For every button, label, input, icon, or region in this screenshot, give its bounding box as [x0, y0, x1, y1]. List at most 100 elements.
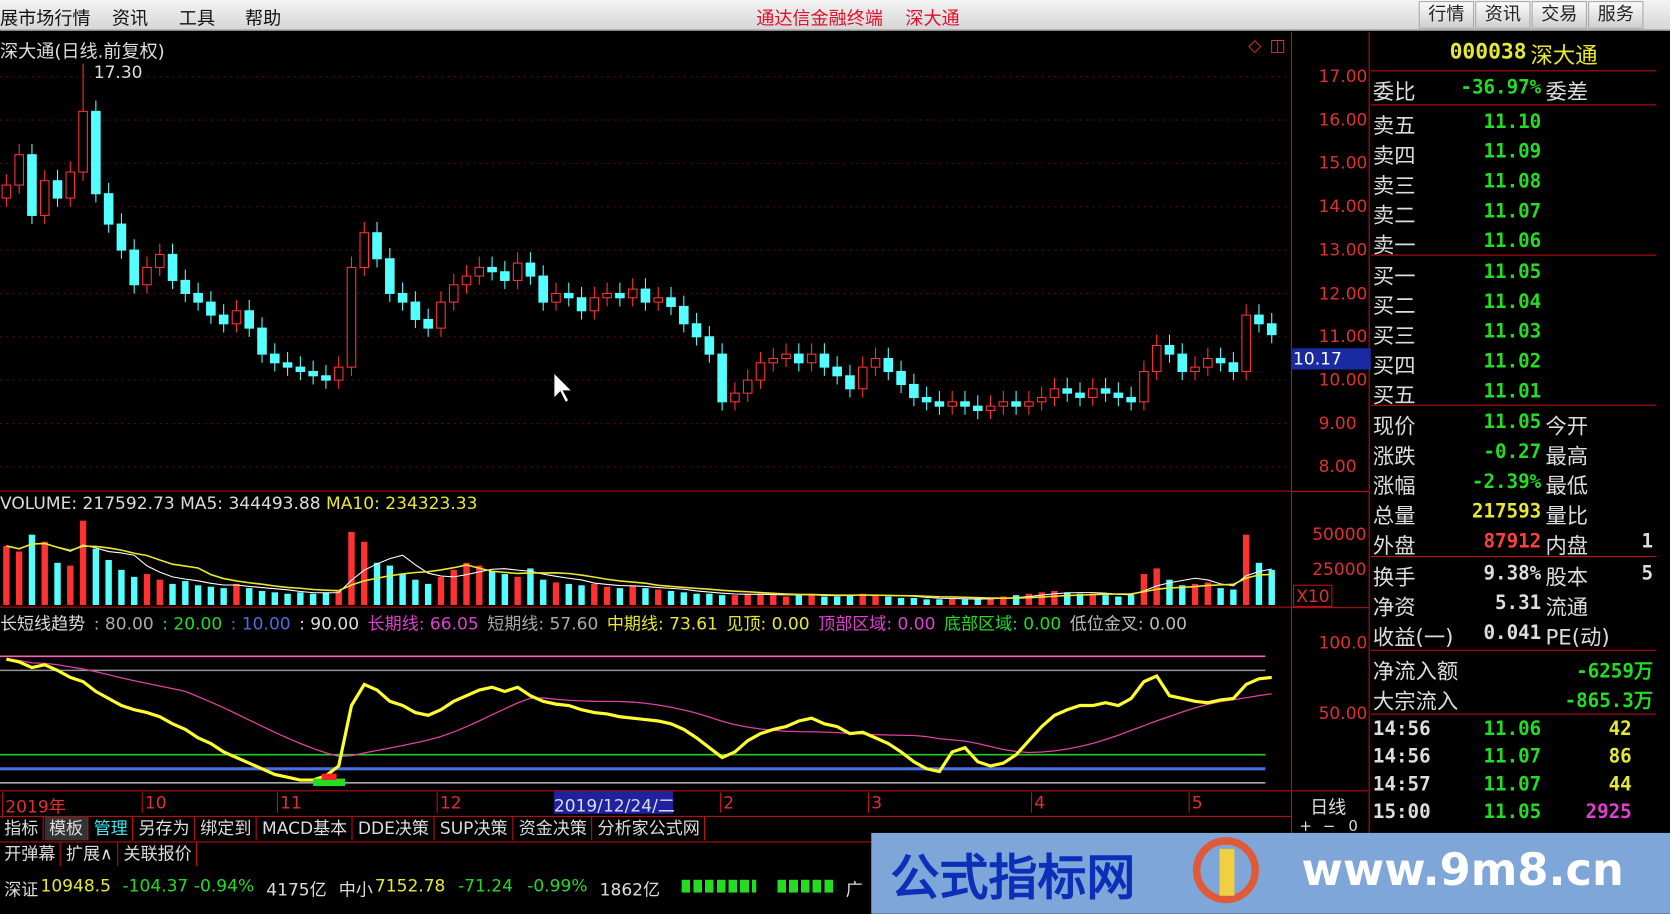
date-axis-label: 4	[1031, 792, 1045, 813]
candle-body	[308, 370, 318, 377]
zoom-out-button[interactable]: −	[1322, 817, 1336, 836]
quote-label: 卖五	[1372, 112, 1416, 139]
tab-9[interactable]: 分析家公式网	[593, 816, 706, 841]
candle-body	[909, 383, 919, 399]
tab-7[interactable]: SUP决策	[436, 816, 513, 841]
tab2-0[interactable]: 开弹幕	[0, 842, 61, 866]
candle-body	[1164, 344, 1175, 355]
divider	[0, 841, 1291, 843]
volume-bar	[1217, 588, 1224, 605]
candle-body	[615, 292, 625, 299]
volume-bar	[3, 545, 10, 605]
volume-bar	[488, 571, 496, 605]
candle-body	[218, 314, 229, 325]
volume-bar	[131, 576, 138, 605]
tab-3[interactable]: 另存为	[134, 816, 195, 841]
volume-bar	[680, 592, 687, 605]
tab-4[interactable]: 绑定到	[196, 816, 257, 841]
quote-label: 现价	[1372, 413, 1416, 439]
volume-bar	[629, 585, 636, 605]
volume-bar	[1179, 585, 1186, 605]
tab2-2[interactable]: 关联报价	[119, 842, 198, 866]
menu-tools[interactable]: 工具	[178, 8, 216, 30]
volume-bar	[373, 562, 381, 605]
candle-body	[65, 171, 76, 199]
candle-body	[985, 405, 996, 412]
candle-body	[1228, 362, 1239, 372]
candle-body	[1139, 370, 1149, 403]
volume-bar	[309, 593, 317, 605]
candle-body	[1241, 314, 1251, 372]
candle-body	[1049, 388, 1060, 399]
watermark-name: 公式指标网	[890, 848, 1136, 907]
volume-bar	[182, 581, 189, 605]
candle-body	[870, 357, 881, 368]
menu-market[interactable]: 展市场行情	[0, 8, 91, 30]
tab-0[interactable]: 指标	[0, 816, 44, 841]
volume-bar	[194, 585, 202, 605]
quote-value: 11.02	[1483, 350, 1542, 373]
ma10-value: MA10: 234323.33	[326, 493, 478, 514]
volume-bar	[667, 590, 675, 605]
volume-bar	[348, 531, 355, 605]
candle-body	[806, 353, 817, 364]
quote-label: 量比	[1545, 502, 1589, 529]
window-icon[interactable]: ◫	[1269, 35, 1286, 56]
volume-bar	[233, 583, 240, 605]
volume-bar	[220, 588, 227, 605]
candle-body	[1087, 388, 1098, 399]
price-axis-label: 11.00	[1318, 326, 1368, 347]
indicator-legend-item: 见顶: 0.00	[726, 613, 810, 634]
price-axis-label: 16.00	[1318, 109, 1368, 130]
tab-6[interactable]: DDE决策	[354, 816, 435, 841]
menu-help[interactable]: 帮助	[244, 8, 282, 30]
indicator-legend-item: : 90.00	[299, 613, 360, 634]
volume-bar	[335, 590, 342, 605]
candle-body	[934, 401, 945, 407]
btn-news[interactable]: 资讯	[1475, 1, 1531, 29]
volume-bar	[1089, 593, 1096, 605]
period-label[interactable]: 日线	[1310, 797, 1347, 820]
volume-bar	[1076, 593, 1084, 605]
quote-label: 内盘	[1545, 532, 1589, 559]
price-axis-label: 15.00	[1318, 152, 1368, 173]
indicator-legend-item: : 10.00	[230, 613, 291, 634]
volume-bar	[693, 593, 700, 605]
tab-2[interactable]: 管理	[89, 816, 134, 841]
zoom-reset-button[interactable]: 0	[1348, 817, 1358, 836]
price-axis-label: 17.00	[1318, 66, 1368, 87]
volume-bar	[974, 599, 981, 605]
date-axis-label: 11	[276, 792, 302, 813]
tab-5[interactable]: MACD基本	[258, 816, 353, 841]
quote-label: 涨幅	[1372, 472, 1416, 499]
diamond-icon[interactable]: ◇	[1248, 35, 1262, 56]
indicator-legend-item: : 80.00	[93, 613, 154, 634]
candle-body	[794, 353, 804, 364]
cursor-date: 2019/12/24/二	[553, 791, 675, 816]
volume-bar	[808, 593, 815, 605]
tab-8[interactable]: 资金决策	[514, 816, 593, 841]
tab-1[interactable]: 模板	[44, 816, 89, 841]
btn-service[interactable]: 服务	[1588, 1, 1644, 29]
btn-quotes[interactable]: 行情	[1418, 1, 1475, 29]
candle-body	[39, 180, 50, 216]
kline-chart[interactable]	[0, 32, 1291, 790]
btn-trade[interactable]: 交易	[1531, 1, 1587, 29]
tick-volume: 86	[1608, 745, 1632, 768]
price-axis-label: 8.00	[1318, 456, 1357, 477]
candle-body	[397, 292, 408, 303]
volume-bar	[1268, 569, 1275, 605]
divider	[1290, 491, 1369, 493]
divider	[1370, 555, 1657, 558]
volume-bar	[67, 565, 74, 605]
mid-term-line	[6, 657, 1272, 782]
price-axis-label: 14.00	[1318, 196, 1368, 217]
candle-body	[998, 401, 1009, 407]
menu-news[interactable]: 资讯	[111, 8, 149, 30]
candle-body	[538, 275, 548, 303]
zoom-in-button[interactable]: +	[1299, 817, 1312, 836]
candle-body	[679, 305, 689, 325]
volume-multiplier: X10	[1293, 584, 1333, 608]
tab2-1[interactable]: 扩展∧	[62, 842, 118, 866]
quote-label: 收益(一)	[1372, 624, 1454, 650]
